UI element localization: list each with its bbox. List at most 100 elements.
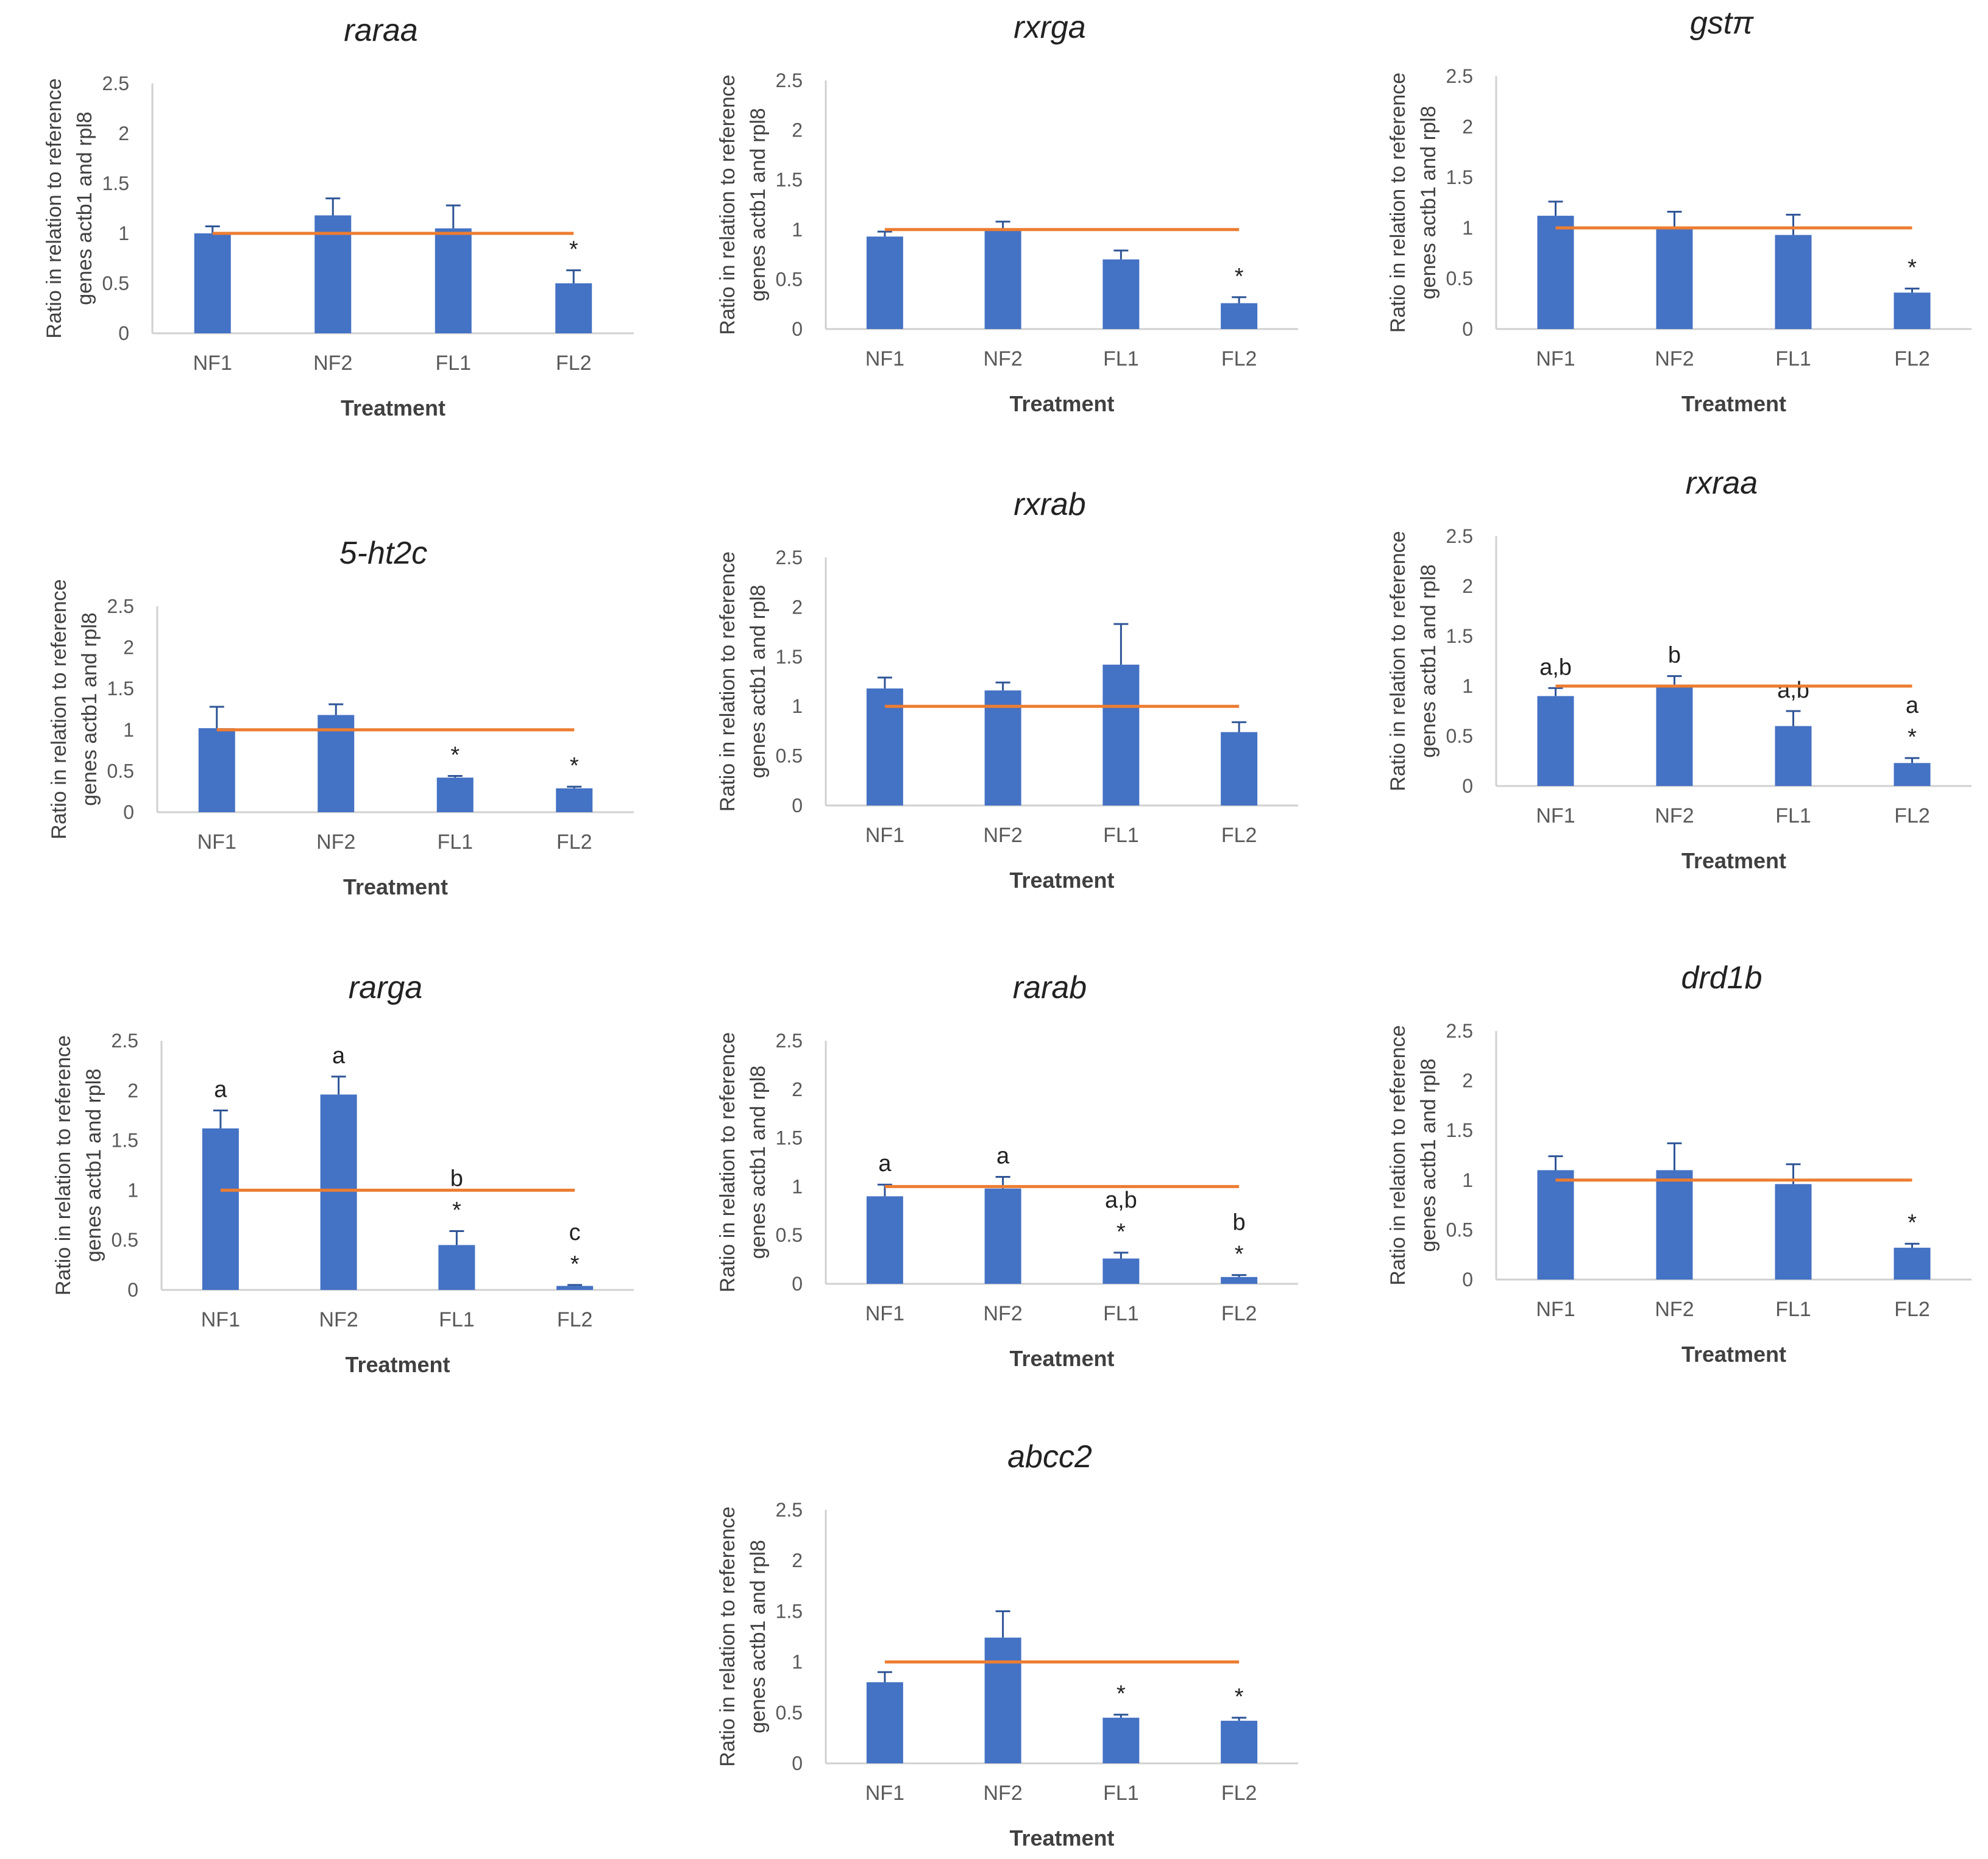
chart-title: abcc2	[1007, 1439, 1092, 1475]
y-axis-title: Ratio in relation to reference genes actb…	[716, 551, 770, 812]
y-tick-label: 0.5	[1446, 1219, 1473, 1241]
y-axis-title-line: genes actb1 and rpl8	[747, 108, 770, 302]
y-axis-title-line: Ratio in relation to reference	[1386, 1025, 1410, 1285]
x-tick-label: FL2	[1894, 1298, 1930, 1321]
x-axis-title: Treatment	[1009, 1825, 1114, 1850]
significance-annotation-line: b	[450, 1166, 463, 1191]
y-tick-label: 0	[1462, 1269, 1473, 1291]
y-tick-label: 1	[1462, 217, 1473, 239]
chart-2: rxrga 0 0.5 1 1.5 2 2.5 Ratio in relation to re…	[716, 10, 1298, 416]
y-tick-label: 1.5	[776, 1127, 803, 1149]
y-tick-label: 0.5	[102, 272, 129, 294]
bar-fl2	[1221, 1721, 1258, 1763]
y-axis-title-line: Ratio in relation to reference	[43, 78, 66, 338]
x-tick-label: FL2	[556, 830, 592, 854]
y-axis-title: Ratio in relation to reference genes actb…	[48, 579, 101, 839]
x-tick-label: FL1	[1775, 1298, 1811, 1321]
chart-title: drd1b	[1681, 960, 1763, 996]
x-tick-label: FL1	[1775, 804, 1811, 827]
x-tick-label: NF2	[984, 1302, 1023, 1325]
y-axis-title: Ratio in relation to reference genes actb…	[1386, 73, 1440, 333]
y-tick-label: 2.5	[1446, 65, 1473, 87]
x-tick-label: FL2	[1894, 804, 1930, 827]
y-tick-label: 2.5	[1446, 525, 1473, 547]
y-tick-label: 1	[1462, 1169, 1473, 1191]
y-axis-title-line: genes actb1 and rpl8	[82, 1069, 105, 1262]
y-axis-title-line: genes actb1 and rpl8	[78, 612, 101, 806]
y-tick-label: 2.5	[107, 595, 134, 617]
x-tick-label: FL1	[1103, 1302, 1139, 1325]
bar-nf2	[1656, 228, 1693, 329]
y-axis-title: Ratio in relation to reference genes actb…	[52, 1035, 105, 1295]
y-tick-label: 2	[123, 637, 134, 659]
y-tick-label: 0.5	[1446, 267, 1473, 289]
bar-nf1	[1537, 1170, 1574, 1280]
significance-annotation: a *	[1906, 693, 1919, 750]
y-tick-label: 0.5	[776, 268, 803, 290]
significance-annotation-line: *	[1908, 255, 1917, 281]
x-tick-label: NF2	[313, 352, 352, 375]
bar-nf2	[1656, 1170, 1693, 1280]
x-tick-label: NF1	[865, 824, 904, 847]
y-tick-label: 1.5	[107, 678, 134, 699]
x-axis-title: Treatment	[1681, 391, 1786, 416]
y-tick-label: 0	[1462, 775, 1473, 797]
x-axis-title: Treatment	[1009, 391, 1114, 416]
y-tick-label: 2	[792, 119, 803, 141]
bar-fl2	[1221, 732, 1258, 806]
y-tick-label: 2.5	[776, 69, 803, 91]
significance-annotation: *	[1235, 1684, 1244, 1710]
bar-fl1	[1102, 664, 1140, 806]
y-tick-label: 2.5	[776, 1030, 803, 1052]
y-tick-label: 1.5	[1446, 625, 1473, 647]
y-tick-label: 0.5	[112, 1229, 138, 1251]
y-axis-title-line: genes actb1 and rpl8	[1417, 1058, 1440, 1252]
x-tick-label: FL1	[435, 352, 471, 375]
x-tick-label: NF2	[319, 1308, 358, 1331]
x-tick-label: FL2	[1221, 1302, 1257, 1325]
x-axis-title: Treatment	[345, 1352, 450, 1377]
bar-fl1	[436, 777, 474, 812]
y-axis-title-line: Ratio in relation to reference	[48, 579, 71, 839]
x-tick-label: NF1	[865, 1302, 904, 1325]
y-tick-label: 2	[127, 1080, 138, 1102]
y-axis-title-line: Ratio in relation to reference	[1386, 73, 1410, 333]
x-tick-label: NF2	[1655, 347, 1694, 370]
bar-nf2	[984, 229, 1021, 329]
y-tick-label: 1	[1462, 675, 1473, 697]
y-axis-title-line: Ratio in relation to reference	[52, 1035, 75, 1295]
y-tick-label: 1.5	[102, 172, 129, 194]
y-tick-label: 0.5	[107, 760, 134, 782]
y-tick-label: 1	[118, 222, 129, 244]
significance-annotation-line: *	[570, 753, 579, 779]
y-tick-label: 2.5	[776, 547, 803, 568]
y-tick-label: 0	[118, 322, 129, 344]
bar-nf1	[866, 236, 903, 329]
y-tick-label: 2.5	[1446, 1020, 1473, 1042]
chart-10: abcc2 0 0.5 1 1.5 2 2.5 Ratio in relation to re…	[716, 1439, 1298, 1850]
significance-annotation: a	[878, 1151, 892, 1177]
y-tick-label: 1	[792, 219, 803, 241]
chart-4: 5-ht2c 0 0.5 1 1.5 2 2.5 Ratio in relation to r…	[48, 536, 634, 899]
significance-annotation-line: *	[452, 1197, 461, 1223]
significance-annotation-line: a	[996, 1143, 1010, 1169]
significance-annotation-line: *	[1235, 1242, 1244, 1267]
bar-nf2	[984, 690, 1021, 806]
y-tick-label: 0	[792, 795, 803, 816]
bar-fl2	[1221, 303, 1258, 329]
y-tick-label: 0	[792, 318, 803, 340]
x-tick-label: FL1	[1775, 347, 1811, 370]
bar-fl1	[1102, 259, 1140, 329]
bar-fl2	[556, 788, 593, 812]
significance-annotation: a	[332, 1043, 346, 1069]
y-axis-title: Ratio in relation to reference genes actb…	[1386, 1025, 1440, 1285]
significance-annotation-line: a,b	[1777, 678, 1809, 703]
y-tick-label: 2	[118, 122, 129, 144]
significance-annotation: b *	[450, 1166, 463, 1223]
significance-annotation-line: *	[570, 1252, 580, 1277]
y-tick-label: 2	[792, 1549, 803, 1571]
chart-title: gstπ	[1690, 5, 1754, 41]
significance-annotation-line: *	[569, 237, 578, 263]
y-tick-label: 0	[792, 1273, 803, 1295]
bar-fl1	[435, 228, 472, 333]
